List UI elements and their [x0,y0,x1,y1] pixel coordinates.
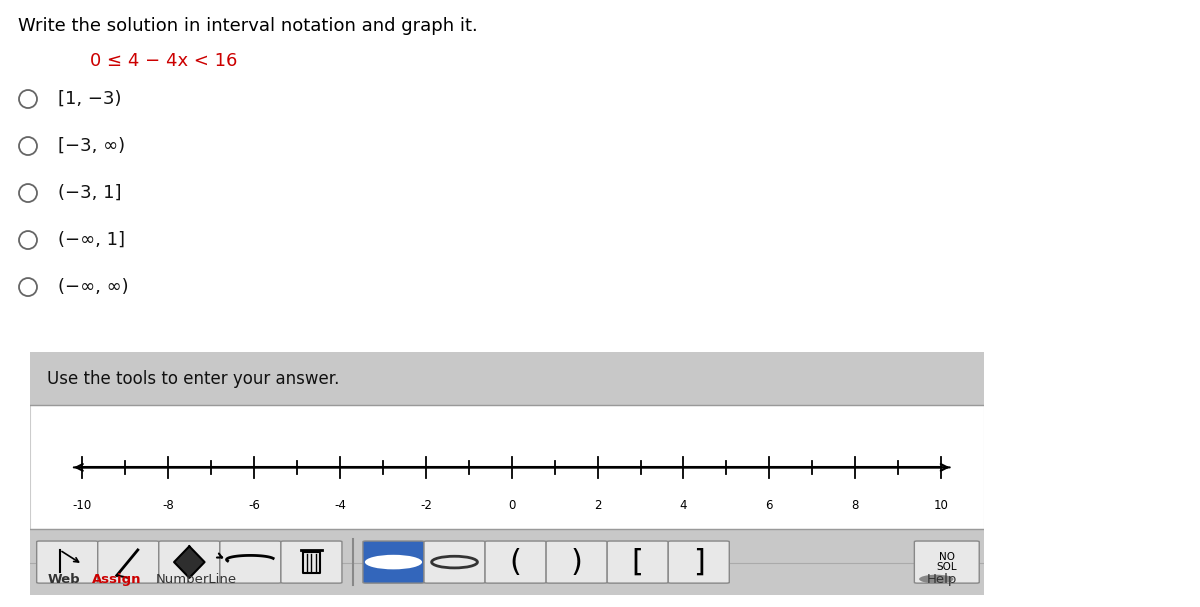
Text: NumberLine: NumberLine [156,572,238,586]
Circle shape [365,555,422,569]
Polygon shape [174,546,204,578]
Text: -6: -6 [248,499,260,512]
Text: (−∞, 1]: (−∞, 1] [58,231,125,249]
Text: [−3, ∞): [−3, ∞) [58,137,125,155]
Circle shape [432,556,478,568]
Text: Web: Web [47,572,79,586]
Text: ): ) [571,548,582,577]
FancyBboxPatch shape [281,541,342,583]
FancyBboxPatch shape [424,541,485,583]
Text: -10: -10 [73,499,92,512]
FancyBboxPatch shape [158,541,220,583]
Circle shape [919,575,954,583]
Text: [: [ [631,548,643,577]
Text: Write the solution in interval notation and graph it.: Write the solution in interval notation … [18,17,478,35]
Text: 0 ≤ 4 − 4x < 16: 0 ≤ 4 − 4x < 16 [90,52,238,70]
Text: 6: 6 [766,499,773,512]
FancyBboxPatch shape [607,541,668,583]
FancyBboxPatch shape [30,352,984,595]
Text: 0: 0 [508,499,516,512]
FancyBboxPatch shape [97,541,158,583]
Text: 8: 8 [852,499,859,512]
FancyBboxPatch shape [546,541,607,583]
FancyBboxPatch shape [362,541,424,583]
FancyBboxPatch shape [914,541,979,583]
FancyBboxPatch shape [30,405,984,529]
Text: 4: 4 [679,499,688,512]
Text: -8: -8 [162,499,174,512]
FancyBboxPatch shape [37,541,97,583]
Text: Help: Help [926,572,958,586]
Text: (: ( [510,548,522,577]
FancyBboxPatch shape [668,541,730,583]
Text: -4: -4 [334,499,346,512]
Text: NO
SOL: NO SOL [936,552,958,572]
Text: 2: 2 [594,499,601,512]
Text: 10: 10 [934,499,948,512]
Text: (−∞, ∞): (−∞, ∞) [58,278,128,296]
Text: [1, −3): [1, −3) [58,90,121,108]
Text: -2: -2 [420,499,432,512]
FancyBboxPatch shape [485,541,546,583]
Text: Assign: Assign [92,572,142,586]
FancyBboxPatch shape [30,352,984,405]
FancyBboxPatch shape [220,541,281,583]
FancyBboxPatch shape [30,529,984,595]
Text: ]: ] [692,548,704,577]
Text: Use the tools to enter your answer.: Use the tools to enter your answer. [47,370,340,388]
Text: (−3, 1]: (−3, 1] [58,184,121,202]
